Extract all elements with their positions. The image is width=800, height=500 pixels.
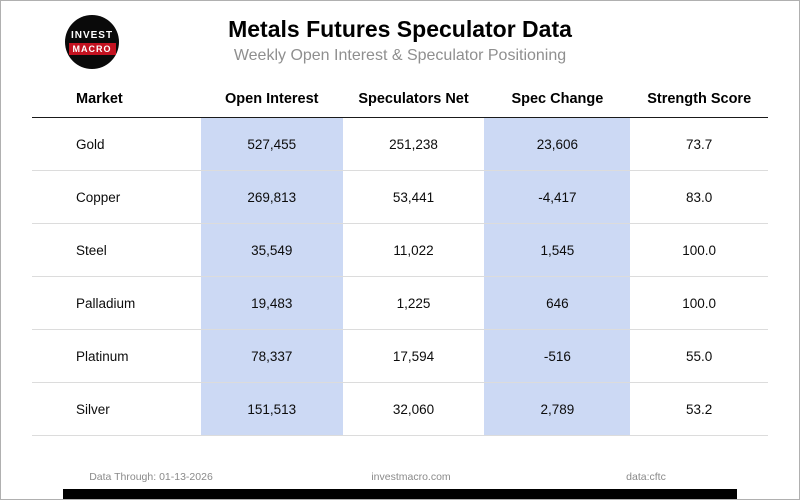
cell-market: Palladium <box>32 276 201 330</box>
footer-site: investmacro.com <box>371 471 451 483</box>
cell-speculators-net: 1,225 <box>342 276 485 330</box>
cell-strength-score: 73.7 <box>630 117 768 171</box>
column-header-open-interest: Open Interest <box>200 85 343 118</box>
cell-speculators-net: 32,060 <box>342 382 485 436</box>
cell-market: Gold <box>32 117 201 171</box>
bottom-bar <box>63 489 737 499</box>
cell-market: Copper <box>32 170 201 224</box>
cell-speculators-net: 251,238 <box>342 117 485 171</box>
speculator-data-table: Market Open Interest Speculators Net Spe… <box>32 85 768 436</box>
cell-open-interest: 19,483 <box>200 276 343 330</box>
cell-spec-change: -516 <box>484 329 631 383</box>
cell-strength-score: 100.0 <box>630 276 768 330</box>
table-row: Gold 527,455 251,238 23,606 73.7 <box>32 117 768 171</box>
cell-spec-change: -4,417 <box>484 170 631 224</box>
cell-spec-change: 23,606 <box>484 117 631 171</box>
table-row: Copper 269,813 53,441 -4,417 83.0 <box>32 170 768 224</box>
column-header-speculators-net: Speculators Net <box>342 85 485 118</box>
cell-open-interest: 527,455 <box>200 117 343 171</box>
cell-strength-score: 83.0 <box>630 170 768 224</box>
logo-text-macro: MACRO <box>68 42 116 55</box>
cell-speculators-net: 53,441 <box>342 170 485 224</box>
investmacro-logo: INVEST MACRO <box>65 15 119 69</box>
cell-strength-score: 100.0 <box>630 223 768 277</box>
header: Metals Futures Speculator Data Weekly Op… <box>1 1 799 65</box>
column-header-market: Market <box>32 85 201 118</box>
cell-speculators-net: 17,594 <box>342 329 485 383</box>
column-header-strength-score: Strength Score <box>630 85 768 118</box>
footer-data-through: Data Through: 01-13-2026 <box>89 471 213 483</box>
page-title: Metals Futures Speculator Data <box>228 16 572 42</box>
cell-market: Platinum <box>32 329 201 383</box>
footer-source: data:cftc <box>626 471 666 483</box>
cell-open-interest: 35,549 <box>200 223 343 277</box>
cell-spec-change: 2,789 <box>484 382 631 436</box>
logo-text-invest: INVEST <box>70 29 114 41</box>
cell-open-interest: 269,813 <box>200 170 343 224</box>
table-row: Steel 35,549 11,022 1,545 100.0 <box>32 223 768 277</box>
table-row: Silver 151,513 32,060 2,789 53.2 <box>32 382 768 436</box>
table-header-row: Market Open Interest Speculators Net Spe… <box>32 85 768 118</box>
table-row: Palladium 19,483 1,225 646 100.0 <box>32 276 768 330</box>
table-row: Platinum 78,337 17,594 -516 55.0 <box>32 329 768 383</box>
page-subtitle: Weekly Open Interest & Speculator Positi… <box>233 47 567 64</box>
cell-market: Steel <box>32 223 201 277</box>
cell-open-interest: 151,513 <box>200 382 343 436</box>
cell-open-interest: 78,337 <box>200 329 343 383</box>
cell-speculators-net: 11,022 <box>342 223 485 277</box>
column-header-spec-change: Spec Change <box>484 85 631 118</box>
footer: Data Through: 01-13-2026 investmacro.com… <box>1 471 799 483</box>
cell-market: Silver <box>32 382 201 436</box>
cell-strength-score: 55.0 <box>630 329 768 383</box>
cell-spec-change: 646 <box>484 276 631 330</box>
cell-spec-change: 1,545 <box>484 223 631 277</box>
cell-strength-score: 53.2 <box>630 382 768 436</box>
